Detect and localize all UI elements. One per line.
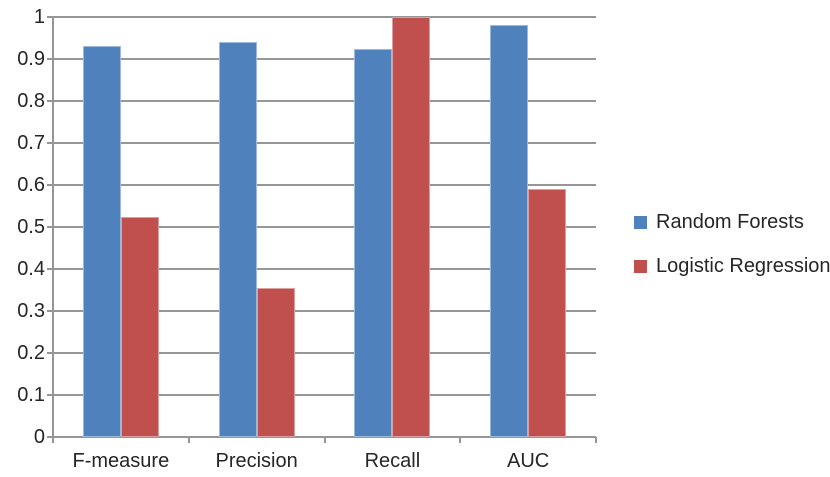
- bar-logistic-regression-auc: [528, 189, 567, 437]
- y-axis-tick: [47, 226, 53, 228]
- x-axis-tick: [595, 437, 597, 443]
- legend-swatch-random-forests: [634, 215, 647, 229]
- y-axis-tick: [47, 436, 53, 438]
- y-axis-tick-label: 0.2: [17, 342, 45, 364]
- x-axis-label-f-measure: F-measure: [72, 450, 170, 472]
- x-axis-label-recall: Recall: [364, 450, 421, 472]
- y-axis-line: [52, 17, 54, 443]
- gridline: [53, 142, 596, 144]
- legend-item-random-forests: Random Forests: [634, 210, 830, 234]
- y-axis-tick-label: 0.4: [17, 258, 45, 280]
- y-axis-tick: [47, 100, 53, 102]
- gridline: [53, 310, 596, 312]
- legend-label: Random Forests: [656, 211, 804, 233]
- gridline: [53, 226, 596, 228]
- gridline: [53, 352, 596, 354]
- gridline: [53, 184, 596, 186]
- y-axis-tick: [47, 310, 53, 312]
- bar-logistic-regression-recall: [392, 17, 431, 437]
- x-axis-label-auc: AUC: [507, 450, 550, 472]
- y-axis-tick-label: 0.6: [17, 174, 45, 196]
- y-axis-tick-label: 0: [33, 426, 45, 448]
- bar-random-forests-auc: [490, 25, 529, 437]
- y-axis-tick: [47, 142, 53, 144]
- gridline: [53, 394, 596, 396]
- bar-logistic-regression-precision: [256, 287, 295, 437]
- legend-swatch-logistic-regression: [634, 259, 647, 273]
- y-axis-tick-label: 0.5: [17, 216, 45, 238]
- gridline: [53, 58, 596, 60]
- bar-logistic-regression-f-measure: [120, 216, 159, 437]
- x-axis-tick: [323, 437, 326, 443]
- gridline: [53, 268, 596, 270]
- x-axis-tick: [52, 437, 54, 443]
- y-axis-tick-label: 0.1: [17, 384, 45, 406]
- y-axis-tick: [47, 268, 53, 270]
- y-axis-tick-label: 0.9: [17, 48, 45, 70]
- bar-random-forests-recall: [354, 48, 393, 437]
- x-axis-label-precision: Precision: [215, 450, 298, 472]
- y-axis-tick: [47, 58, 53, 60]
- y-axis-tick-label: 0.3: [17, 300, 45, 322]
- y-axis-tick-label: 0.7: [17, 132, 45, 154]
- x-axis-tick: [187, 437, 190, 443]
- legend-item-logistic-regression: Logistic Regression: [634, 254, 830, 278]
- y-axis-tick-label: 0.8: [17, 90, 45, 112]
- x-axis-tick: [459, 437, 462, 443]
- legend: Random Forests Logistic Regression: [634, 210, 830, 278]
- y-axis-tick-label: 1: [33, 6, 45, 28]
- y-axis-tick: [47, 352, 53, 354]
- bar-random-forests-f-measure: [82, 46, 121, 437]
- gridline: [53, 100, 596, 102]
- y-axis-tick: [47, 394, 53, 396]
- gridline: [53, 16, 596, 18]
- bar-random-forests-precision: [218, 42, 257, 437]
- plot-area: [53, 16, 596, 438]
- y-axis-tick: [47, 16, 53, 18]
- legend-label: Logistic Regression: [656, 255, 830, 277]
- y-axis-tick: [47, 184, 53, 186]
